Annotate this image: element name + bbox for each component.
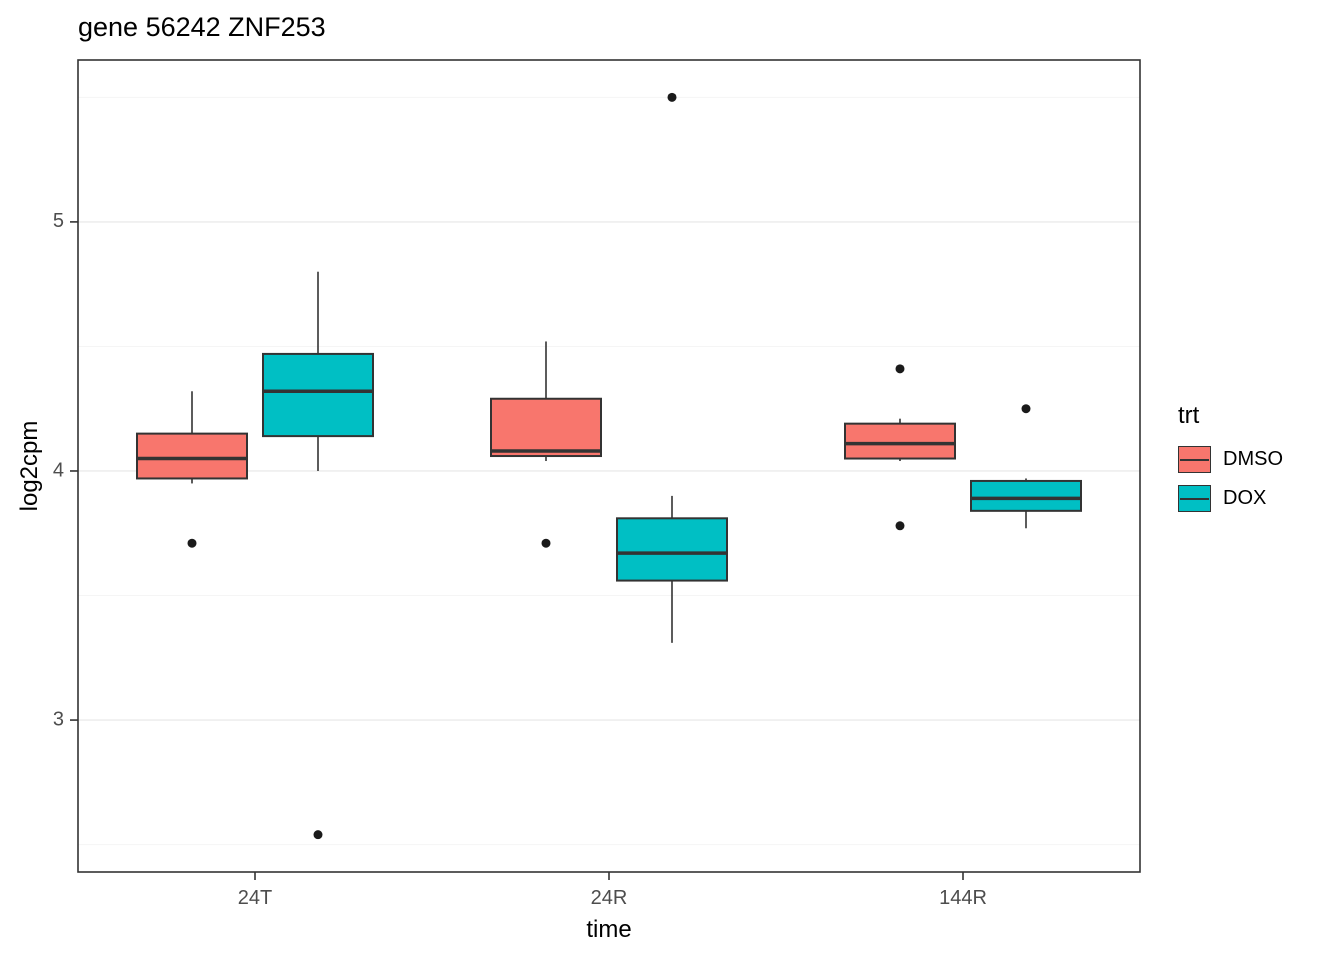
y-tick-label: 5 xyxy=(53,210,64,232)
legend-key-dox-swatch xyxy=(1178,485,1211,512)
legend-label-dox: DOX xyxy=(1223,487,1267,509)
box-dmso-24t xyxy=(136,432,248,480)
outlier-point-dmso-144r xyxy=(895,364,905,374)
outlier-point-dmso-24r xyxy=(541,538,551,548)
x-tick-label-144r: 144R xyxy=(939,887,987,909)
legend-label-dmso: DMSO xyxy=(1223,448,1283,470)
x-tick-label-24r: 24R xyxy=(591,887,628,909)
outlier-point-dox-24t xyxy=(313,830,323,840)
legend-item-dox: DOX xyxy=(1178,485,1283,512)
y-tick-label: 3 xyxy=(53,708,64,730)
outlier-point-dmso-24t xyxy=(187,538,197,548)
outlier-point-dmso-144r xyxy=(895,521,905,531)
x-tick-label-24t: 24T xyxy=(238,887,272,909)
box-dox-24r xyxy=(616,517,728,582)
legend-item-dmso: DMSO xyxy=(1178,446,1283,473)
box-dmso-24r xyxy=(490,397,602,458)
box-dmso-144r xyxy=(844,422,956,460)
box-dox-144r xyxy=(970,479,1082,512)
outlier-point-dox-144r xyxy=(1021,404,1031,414)
y-tick-label: 4 xyxy=(53,459,64,481)
chart-title: gene 56242 ZNF253 xyxy=(78,12,326,42)
box-dox-24t xyxy=(262,352,374,438)
panel-background xyxy=(78,60,1140,872)
y-axis-title: log2cpm xyxy=(16,420,43,512)
outlier-point-dox-24r xyxy=(667,92,677,102)
x-axis-title: time xyxy=(586,916,632,943)
legend-key-dmso-swatch xyxy=(1178,446,1211,473)
legend-title: trt xyxy=(1178,402,1200,429)
legend: trt DMSO DOX xyxy=(1178,402,1283,524)
